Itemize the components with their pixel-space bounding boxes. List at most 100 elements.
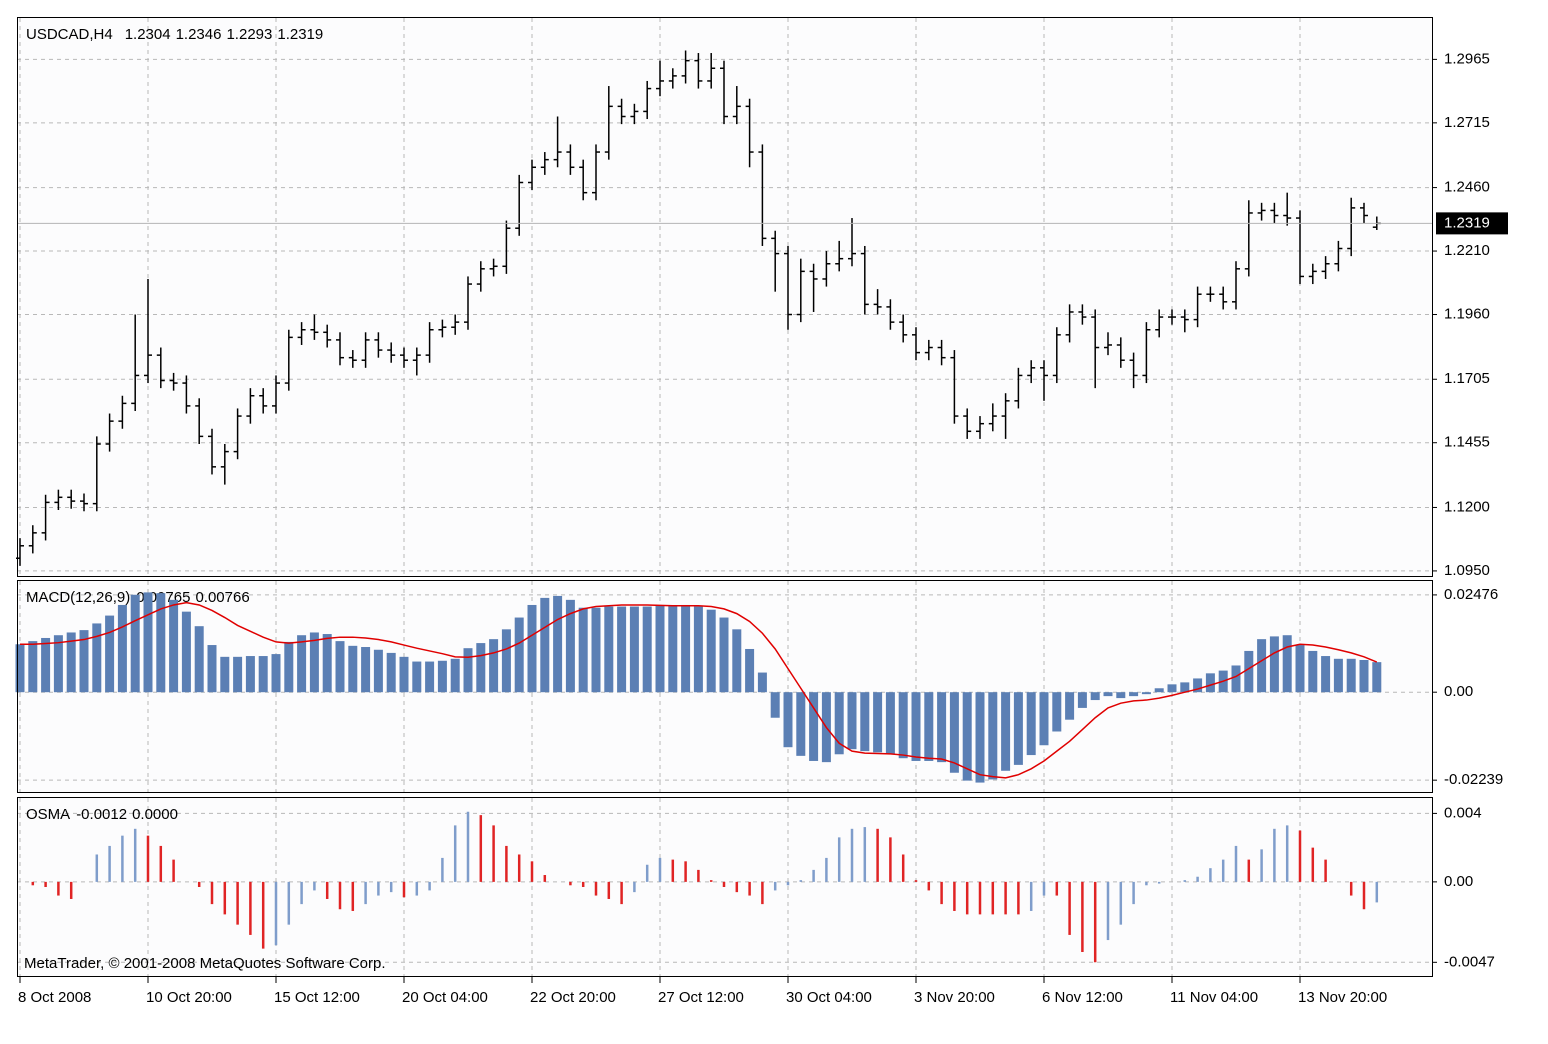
- ohlc-bar: [694, 53, 703, 89]
- macd-bar: [1180, 682, 1190, 693]
- ohlc-bar: [144, 278, 152, 384]
- macd-bar: [92, 623, 102, 693]
- header-value: 0.0000: [132, 806, 178, 823]
- ohlc-bar: [284, 329, 293, 391]
- macd-bar: [1039, 692, 1049, 746]
- ohlc-bar: [899, 314, 908, 343]
- ohlc-bar: [246, 388, 255, 424]
- macd-bar: [553, 595, 563, 693]
- ohlc-bar: [924, 339, 933, 361]
- ohlc-bar: [1244, 200, 1253, 277]
- macd-bar: [322, 634, 332, 693]
- ohlc-bar: [1308, 263, 1317, 285]
- ohlc-bar: [208, 428, 216, 475]
- ohlc-bar: [848, 218, 856, 267]
- ohlc-bar: [1040, 360, 1048, 401]
- macd-bar: [1013, 692, 1023, 765]
- macd-bar: [207, 645, 217, 693]
- macd-bar: [898, 692, 908, 759]
- macd-bar: [1257, 639, 1267, 693]
- ohlc-bar: [259, 388, 268, 414]
- ohlc-bar: [988, 403, 997, 432]
- ohlc-bar: [1091, 309, 1100, 389]
- macd-bar: [629, 606, 639, 693]
- macd-bar: [873, 692, 883, 753]
- ohlc-bar: [1065, 304, 1074, 343]
- x-tick-label: 22 Oct 20:00: [530, 989, 616, 1006]
- macd-bar: [489, 639, 499, 693]
- macd-bar: [1269, 636, 1279, 693]
- ohlc-bar: [681, 50, 690, 84]
- header-value: 1.2293: [226, 26, 272, 43]
- macd-bar: [284, 641, 294, 693]
- x-tick-label: 15 Oct 12:00: [274, 989, 360, 1006]
- macd-bar: [783, 692, 793, 748]
- ohlc-bar: [118, 395, 127, 429]
- macd-bar: [258, 656, 268, 693]
- ohlc-bar: [643, 80, 652, 120]
- macd-bar: [1372, 662, 1382, 693]
- ohlc-bar: [348, 350, 357, 368]
- ohlc-bar: [1027, 360, 1036, 384]
- ohlc-bar: [630, 103, 639, 125]
- macd-bar: [41, 637, 51, 693]
- ohlc-bar: [169, 372, 178, 391]
- y-tick-label: 1.2210: [1444, 242, 1490, 259]
- ohlc-bar: [464, 276, 472, 330]
- macd-bar: [1308, 650, 1318, 693]
- header-value: 1.2346: [176, 26, 222, 43]
- ohlc-bar: [438, 319, 447, 338]
- panel-header: OSMA -0.0012 0.0000: [26, 806, 178, 823]
- ohlc-bar: [297, 322, 306, 345]
- ohlc-bar: [796, 258, 805, 323]
- macd-bar: [169, 599, 179, 693]
- macd-bar: [501, 629, 511, 693]
- ohlc-bar: [937, 339, 946, 366]
- x-tick-label: 6 Nov 12:00: [1042, 989, 1123, 1006]
- y-tick-label: 0.004: [1444, 804, 1482, 821]
- y-tick-label: 1.1455: [1444, 434, 1490, 451]
- macd-bar: [617, 606, 627, 693]
- ohlc-bar: [1129, 352, 1138, 389]
- macd-bar: [962, 692, 972, 781]
- ohlc-bar: [1206, 286, 1215, 302]
- y-tick-label: 0.00: [1444, 683, 1473, 700]
- panel-header: MACD(12,26,9)0.007650.00766: [26, 589, 250, 606]
- macd-bar: [770, 692, 780, 718]
- ohlc-bar: [540, 152, 549, 175]
- y-tick-label: 1.2965: [1444, 50, 1490, 67]
- ohlc-bar: [1116, 337, 1125, 368]
- ohlc-bar: [54, 489, 63, 510]
- ohlc-bar: [182, 375, 191, 414]
- ohlc-bar: [1142, 322, 1151, 384]
- macd-bar: [668, 605, 678, 693]
- macd-bar: [1346, 658, 1356, 693]
- macd-bar: [1065, 692, 1075, 720]
- ohlc-bar: [131, 314, 140, 411]
- macd-bar: [527, 604, 537, 693]
- header-value: 1.2319: [277, 26, 323, 43]
- macd-bar: [15, 644, 25, 693]
- ohlc-bar: [387, 342, 396, 363]
- macd-bar: [745, 648, 755, 693]
- y-tick-label: 1.1960: [1444, 305, 1490, 322]
- ohlc-bar: [758, 144, 767, 246]
- ohlc-bar: [233, 408, 242, 460]
- ohlc-bar: [886, 299, 895, 330]
- macd-bar: [476, 643, 486, 693]
- ohlc-bar: [374, 332, 383, 358]
- ohlc-bar: [720, 60, 728, 125]
- macd-bar: [194, 626, 204, 693]
- macd-bar: [463, 648, 473, 693]
- macd-bar: [297, 635, 307, 693]
- ohlc-bar: [1270, 202, 1279, 224]
- ohlc-bar: [41, 494, 50, 541]
- macd-bar: [1193, 678, 1203, 693]
- ohlc-bar: [528, 159, 536, 191]
- last-price-label: 1.2319: [1444, 214, 1490, 231]
- macd-bar: [642, 606, 652, 693]
- ohlc-bar: [822, 251, 831, 287]
- macd-bar: [693, 606, 703, 693]
- ohlc-bar: [195, 398, 204, 444]
